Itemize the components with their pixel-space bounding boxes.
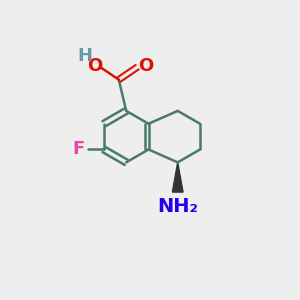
Polygon shape (172, 162, 183, 192)
Text: F: F (73, 140, 85, 158)
Text: O: O (139, 57, 154, 75)
Text: H: H (77, 47, 92, 65)
Text: NH₂: NH₂ (157, 197, 198, 216)
Text: O: O (87, 57, 103, 75)
